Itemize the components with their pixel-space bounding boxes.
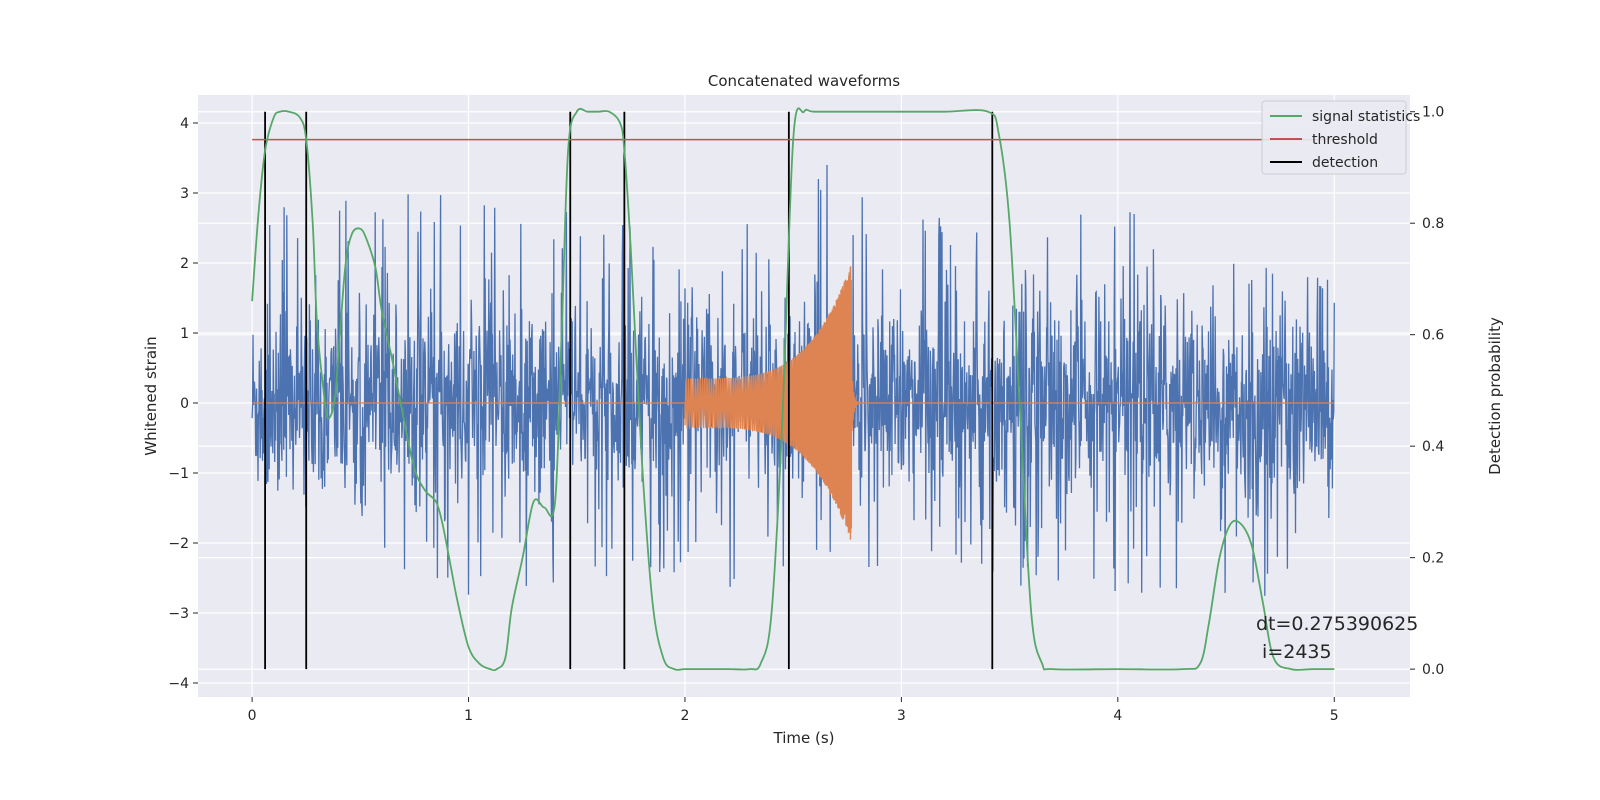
x-tick-label: 0: [248, 708, 257, 724]
y-right-tick-label: 0.8: [1422, 216, 1444, 232]
annotation-index: i=2435: [1256, 641, 1332, 663]
y-tick-label: −4: [168, 676, 189, 692]
y-tick-label: −2: [168, 536, 189, 552]
plot-layer: [251, 107, 1335, 672]
x-tick-label: 2: [681, 708, 690, 724]
x-axis-label: Time (s): [773, 729, 835, 747]
y-axis-right-label: Detection probability: [1486, 317, 1504, 475]
annotation: dt=0.275390625 i=2435: [1256, 613, 1418, 663]
x-tick-label: 1: [464, 708, 473, 724]
legend-box: [1261, 100, 1407, 175]
signal-statistics-series: [251, 107, 1335, 672]
y-right-tick-label: 0.6: [1422, 328, 1444, 344]
y-tick-label: 2: [180, 256, 189, 272]
y-tick-label: −1: [168, 466, 189, 482]
legend-label: threshold: [1312, 132, 1378, 148]
x-tick-label: 4: [1113, 708, 1122, 724]
legend: signal statistics threshold detection: [1261, 100, 1420, 175]
annotation-dt: dt=0.275390625: [1256, 613, 1418, 635]
y-tick-label: 4: [180, 116, 189, 132]
y-right-tick-label: 0.4: [1422, 439, 1444, 455]
axes: 0 1 2 3 4 5 −4 −3 −2 −1 0 1 2 3 4 0.0 0.2 0.4 0.6 0.8 1.0: [168, 105, 1444, 724]
x-tick-label: 5: [1330, 708, 1339, 724]
chart-title: Concatenated waveforms: [708, 72, 900, 90]
y-tick-label: 3: [180, 186, 189, 202]
y-axis-label: Whitened strain: [142, 336, 160, 455]
y-right-tick-label: 0.0: [1422, 662, 1444, 678]
x-tick-label: 3: [897, 708, 906, 724]
y-right-tick-label: 0.2: [1422, 551, 1444, 567]
y-right-tick-label: 1.0: [1422, 105, 1444, 121]
y-tick-label: −3: [168, 606, 189, 622]
y-tick-label: 0: [180, 396, 189, 412]
legend-label: signal statistics: [1312, 109, 1420, 125]
y-tick-label: 1: [180, 326, 189, 342]
legend-label: detection: [1312, 155, 1378, 171]
template-series: [252, 266, 1335, 540]
